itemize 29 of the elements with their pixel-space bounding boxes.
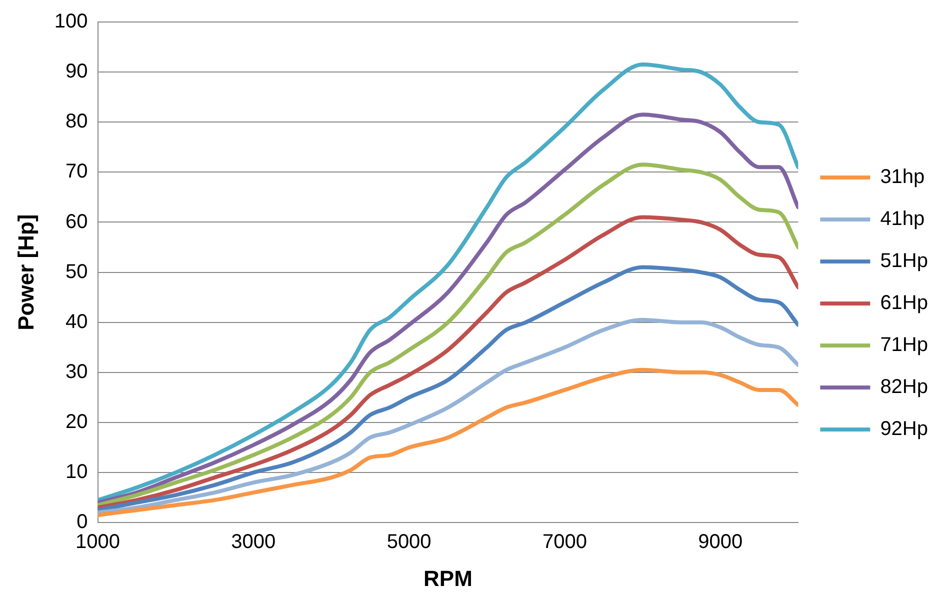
y-axis-title: Power [Hp] [13,214,38,330]
legend-label: 71Hp [880,334,928,356]
y-tick-label: 80 [66,110,88,133]
x-tick-label: 5000 [386,531,432,554]
legend-label: 92Hp [880,418,928,440]
legend-label: 82Hp [880,376,928,398]
legend-label: 31hp [880,166,925,188]
y-tick-label: 50 [66,260,88,283]
x-axis-title: RPM [424,566,472,591]
line-series [98,318,798,515]
x-tick-label: 7000 [542,531,587,554]
y-tick-label: 100 [54,10,88,33]
y-tick-label: 40 [66,310,88,333]
y-tick-label: 0 [76,511,88,534]
y-tick-label: 20 [66,410,88,433]
x-tick-label: 9000 [698,531,743,554]
x-tick-label: 1000 [76,531,120,554]
y-tick-label: 70 [66,160,88,183]
line-series [98,215,798,510]
legend-label: 51Hp [880,250,928,272]
legend-label: 41hp [880,208,925,230]
y-tick-label: 10 [66,461,88,484]
line-series [98,368,798,518]
legend-label: 61Hp [880,292,928,314]
line-series [98,265,798,512]
y-tick-label: 30 [66,360,88,383]
x-tick-label: 3000 [231,531,276,554]
y-tick-label: 90 [66,60,88,83]
y-tick-label: 60 [66,210,88,233]
